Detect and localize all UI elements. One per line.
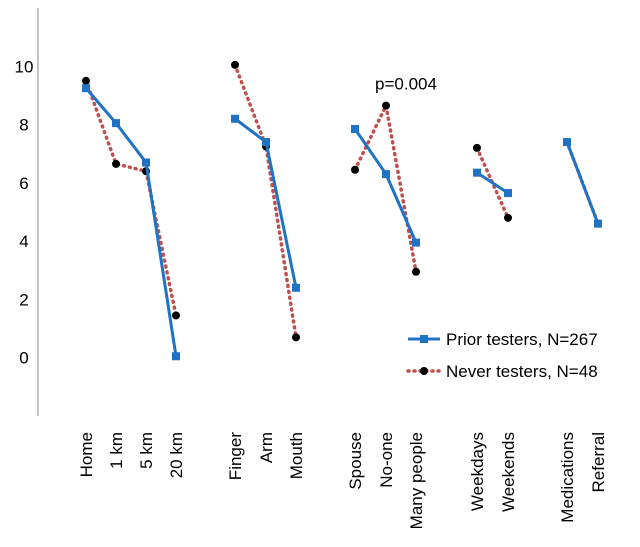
data-point-never-testers-n-48-finger [231, 60, 239, 69]
data-point-prior-testers-n-267-home [82, 84, 90, 93]
category-label-spouse: Spouse [346, 432, 365, 490]
data-point-prior-testers-n-267-medications [563, 138, 571, 147]
category-label-no-one: No-one [377, 432, 396, 488]
data-point-never-testers-n-48-weekdays [473, 143, 481, 152]
category-label-arm: Arm [257, 432, 276, 463]
category-label-1-km: 1 km [107, 432, 126, 469]
category-label-weekends: Weekends [499, 432, 518, 512]
legend-marker-prior-testers-n-267 [420, 335, 428, 343]
y-tick-label-4: 4 [19, 232, 28, 251]
y-tick-label-2: 2 [19, 290, 28, 309]
series-line-never-testers-n-48-group-1 [84, 79, 178, 318]
y-tick-label-0: 0 [19, 349, 28, 368]
data-point-prior-testers-n-267-5-km [142, 158, 150, 167]
data-point-never-testers-n-48-20-km [172, 311, 180, 320]
p-value-annotation: p=0.004 [375, 75, 437, 94]
legend-label-prior-testers-n-267: Prior testers, N=267 [446, 330, 598, 349]
series-prior-testers-n-267 [82, 84, 602, 361]
category-label-mouth: Mouth [287, 432, 306, 479]
category-label-20-km: 20 km [167, 432, 186, 478]
series-line-prior-testers-n-267-group-1 [84, 87, 178, 357]
y-tick-labels: 0 2 4 6 8 10 [15, 57, 34, 367]
data-point-prior-testers-n-267-finger [231, 114, 239, 123]
legend: Prior testers, N=267 Never testers, N=48 [406, 330, 598, 381]
data-point-never-testers-n-48-no-one [382, 101, 390, 110]
data-point-prior-testers-n-267-20-km [172, 352, 180, 361]
data-point-prior-testers-n-267-referral [594, 219, 602, 228]
legend-label-never-testers-n-48: Never testers, N=48 [446, 362, 598, 381]
legend-marker-never-testers-n-48 [420, 367, 428, 375]
data-point-never-testers-n-48-home [82, 76, 90, 85]
data-point-never-testers-n-48-mouth [292, 333, 300, 342]
data-point-prior-testers-n-267-arm [262, 138, 270, 147]
series-line-prior-testers-n-267-group-4 [476, 171, 509, 195]
data-point-never-testers-n-48-weekends [504, 213, 512, 222]
category-label-referral: Referral [589, 432, 608, 492]
data-point-prior-testers-n-267-no-one [382, 170, 390, 179]
category-label-finger: Finger [226, 432, 245, 481]
series-line-prior-testers-n-267-group-5 [565, 141, 600, 225]
y-tick-label-6: 6 [19, 174, 28, 193]
data-point-never-testers-n-48-spouse [351, 165, 359, 174]
data-point-prior-testers-n-267-weekdays [473, 168, 481, 177]
category-label-many-people: Many people [407, 432, 426, 529]
y-tick-label-8: 8 [19, 116, 28, 135]
category-label-5-km: 5 km [137, 432, 156, 469]
data-point-never-testers-n-48-many-people [412, 267, 420, 276]
y-tick-label-10: 10 [15, 57, 34, 76]
category-label-weekdays: Weekdays [468, 432, 487, 511]
data-point-never-testers-n-48-1-km [112, 159, 120, 168]
data-point-prior-testers-n-267-many-people [412, 238, 420, 247]
series-layer [82, 60, 602, 361]
series-line-never-testers-n-48-group-2 [233, 63, 298, 340]
data-point-prior-testers-n-267-spouse [351, 124, 359, 133]
category-labels: Home 1 km 5 km 20 km Finger Arm Mouth Spouse No-… [77, 432, 608, 530]
data-point-prior-testers-n-267-weekends [504, 189, 512, 198]
series-never-testers-n-48 [82, 60, 602, 342]
category-label-medications: Medications [558, 432, 577, 523]
series-line-never-testers-n-48-group-3 [353, 103, 418, 274]
data-point-prior-testers-n-267-1-km [112, 119, 120, 128]
data-point-prior-testers-n-267-mouth [292, 283, 300, 292]
category-label-home: Home [77, 432, 96, 477]
